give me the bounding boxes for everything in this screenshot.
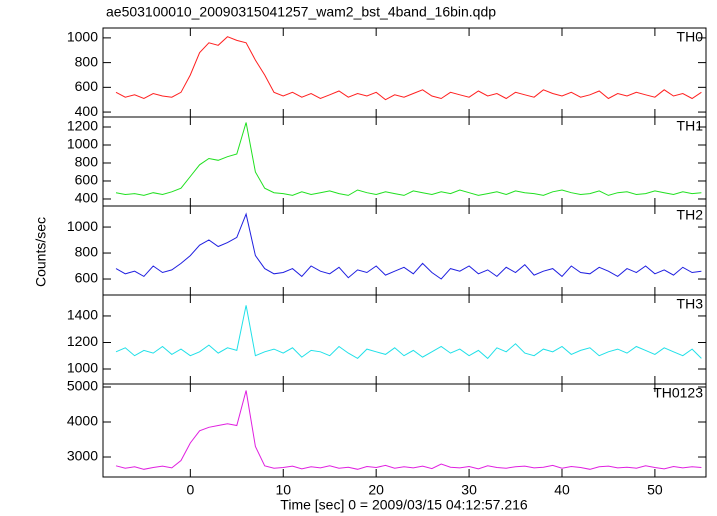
y-tick-label: 1200 [67, 333, 98, 349]
y-tick-label: 400 [75, 103, 99, 119]
y-tick-label: 5000 [67, 378, 98, 394]
x-tick-label: 50 [647, 482, 663, 498]
panel-frame [102, 205, 707, 296]
panel-label: TH0 [677, 29, 704, 45]
y-tick-label: 1000 [67, 360, 98, 376]
y-tick-label: 3000 [67, 448, 98, 464]
panel-label: TH0123 [653, 385, 703, 401]
y-tick-label: 400 [75, 190, 99, 206]
panel-label: TH1 [677, 118, 704, 134]
x-tick-label: 0 [186, 482, 194, 498]
y-tick-label: 800 [75, 154, 99, 170]
y-tick-label: 4000 [67, 413, 98, 429]
data-line [115, 212, 702, 280]
y-tick-label: 600 [75, 78, 99, 94]
x-axis-label: Time [sec] 0 = 2009/03/15 04:12:57.216 [280, 497, 528, 513]
chart-title: ae503100010_20090315041257_wam2_bst_4ban… [106, 4, 496, 20]
y-tick-label: 1000 [67, 136, 98, 152]
y-tick-label: 1000 [67, 218, 98, 234]
y-axis-label: Counts/sec [33, 217, 49, 287]
y-tick-label: 1200 [67, 118, 98, 134]
panel-label: TH2 [677, 207, 704, 223]
y-tick-label: 600 [75, 172, 99, 188]
panel-frame [102, 27, 707, 118]
y-tick-label: 1400 [67, 307, 98, 323]
y-tick-label: 1000 [67, 29, 98, 45]
y-tick-label: 600 [75, 270, 99, 286]
panel-frame [102, 294, 707, 385]
data-line [115, 122, 702, 196]
x-tick-label: 10 [275, 482, 291, 498]
data-line [115, 305, 702, 360]
panel-label: TH3 [677, 296, 704, 312]
y-tick-label: 800 [75, 53, 99, 69]
y-tick-label: 800 [75, 244, 99, 260]
data-line [115, 36, 702, 101]
panel-frame [102, 383, 707, 478]
panel-frame [102, 116, 707, 207]
data-line [115, 390, 702, 470]
x-tick-label: 20 [368, 482, 384, 498]
x-tick-label: 30 [461, 482, 477, 498]
x-tick-label: 40 [554, 482, 570, 498]
